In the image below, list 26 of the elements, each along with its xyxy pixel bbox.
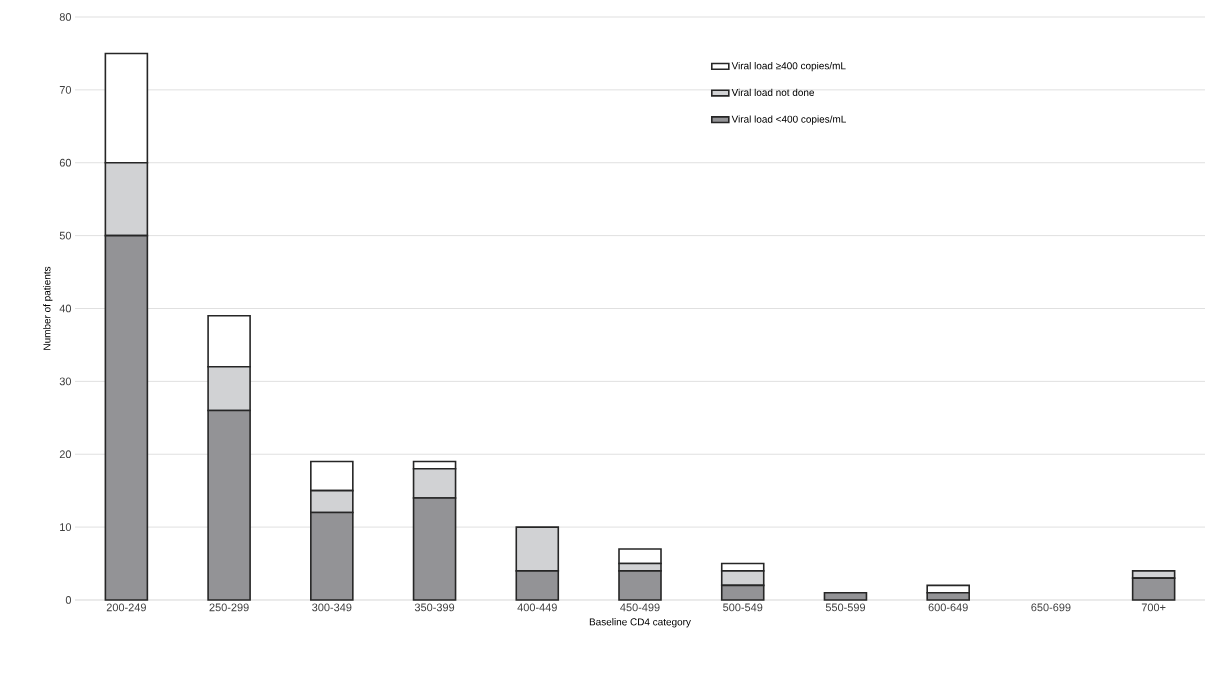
x-tick-label: 450-499 xyxy=(620,603,660,612)
x-tick-label: 650-699 xyxy=(1031,603,1071,612)
x-tick-label: 350-399 xyxy=(414,603,455,612)
y-tick-label: 0 xyxy=(65,596,72,604)
y-tick-label: 80 xyxy=(59,13,72,21)
x-tick-label: 300-349 xyxy=(312,603,352,612)
x-tick-label: 250-299 xyxy=(209,603,249,612)
y-tick-label: 10 xyxy=(60,523,72,531)
x-tick-label: 200-249 xyxy=(106,603,146,612)
y-axis-title: Number of patients xyxy=(43,266,53,350)
y-tick-label: 70 xyxy=(59,85,72,94)
bar xyxy=(823,591,868,601)
x-tick-label: 700+ xyxy=(1141,603,1166,612)
x-tick-label: 400-449 xyxy=(517,603,557,612)
x-tick-label: 550-599 xyxy=(825,603,866,612)
legend-label: Viral load not done xyxy=(731,88,815,96)
legend-label: Viral load ≥400 copies/mL xyxy=(731,61,846,72)
y-tick-label: 30 xyxy=(59,377,72,386)
legend-label: Viral load <400 copies/mL xyxy=(731,115,846,125)
x-axis-title: Baseline CD4 category xyxy=(589,618,691,628)
y-tick-label: 20 xyxy=(59,450,72,459)
x-tick-label: 600-649 xyxy=(928,603,968,612)
y-tick-label: 40 xyxy=(59,304,72,313)
y-tick-label: 50 xyxy=(59,231,72,240)
y-tick-label: 60 xyxy=(59,158,72,167)
x-tick-label: 500-549 xyxy=(723,603,763,612)
